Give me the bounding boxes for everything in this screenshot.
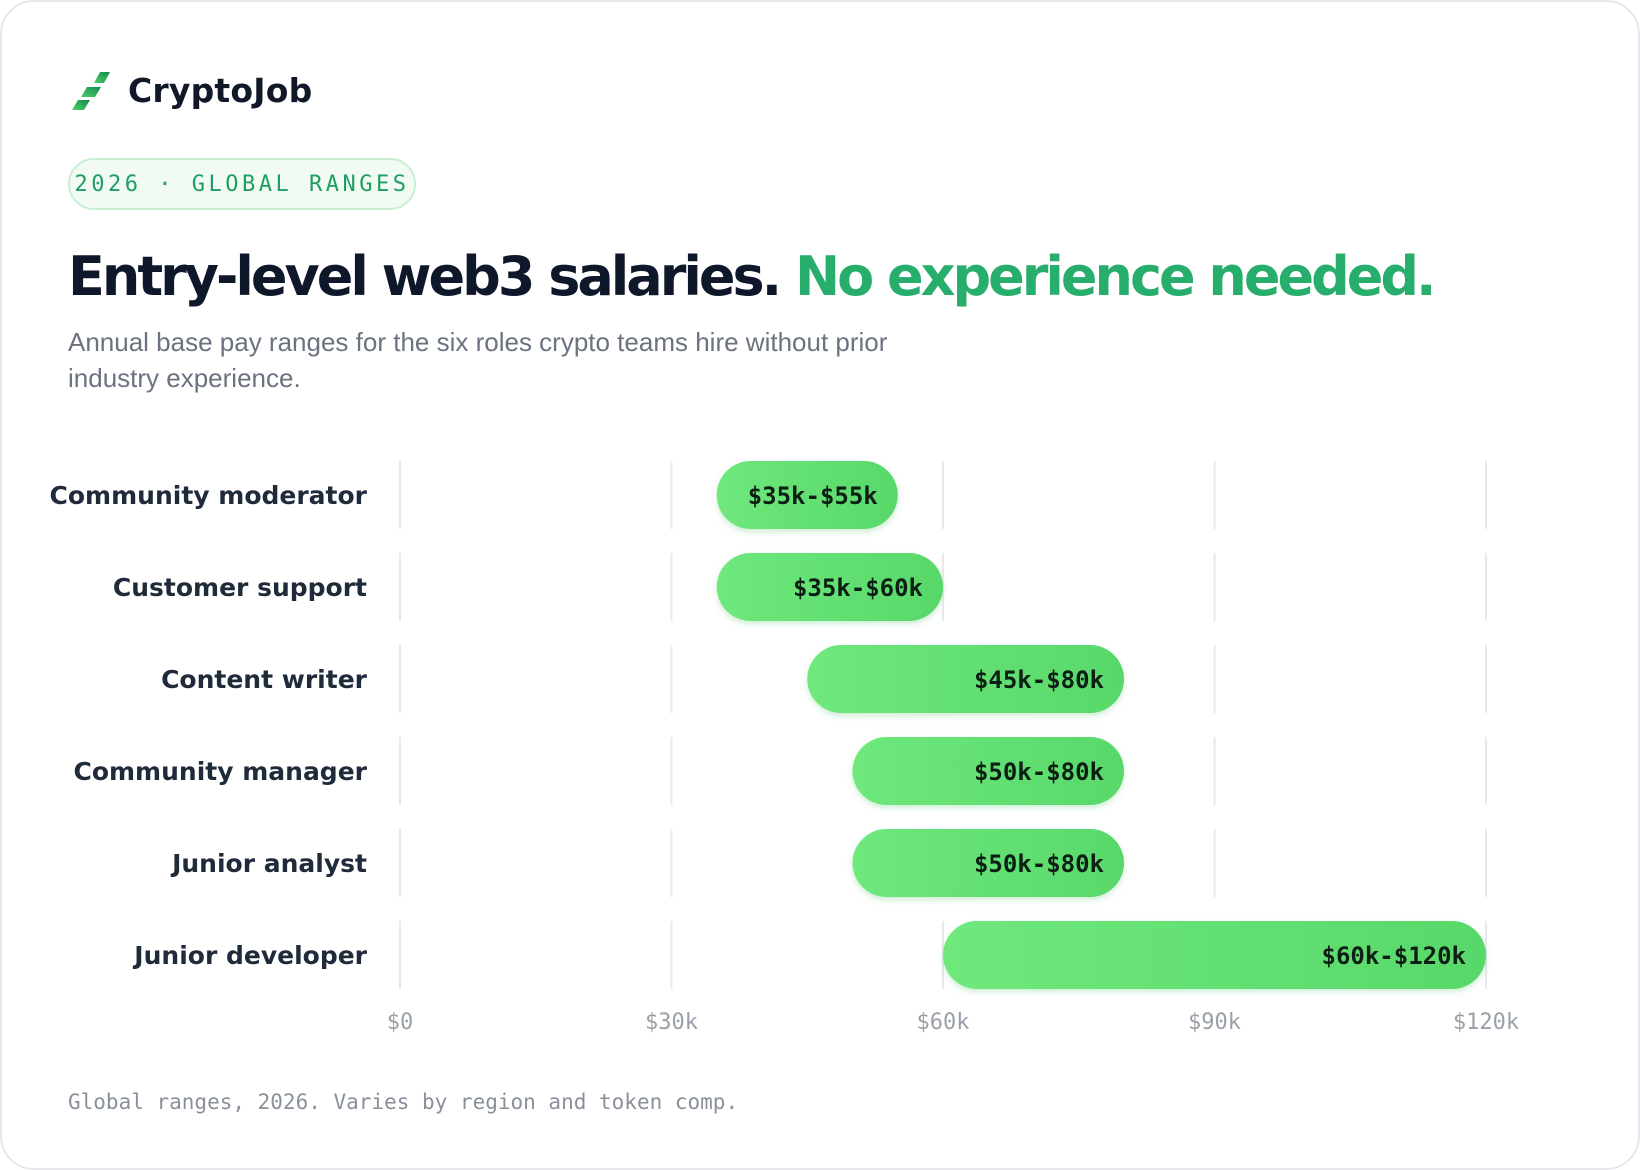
category-label: Community manager <box>73 757 367 786</box>
category-label: Community moderator <box>50 481 368 510</box>
cryptojob-logo-icon <box>72 72 110 110</box>
range-bar <box>716 553 943 621</box>
bar-value-label: $45k-$80k <box>974 666 1105 694</box>
brand-name: CryptoJob <box>128 70 313 110</box>
subtitle: Annual base pay ranges for the six roles… <box>68 327 888 393</box>
range-bar <box>716 461 898 529</box>
bar-value-label: $35k-$55k <box>748 482 879 510</box>
x-tick-label: $120k <box>1453 1010 1519 1035</box>
category-label: Junior developer <box>132 941 367 970</box>
x-tick-label: $60k <box>917 1010 970 1035</box>
salary-range-chart: $0 $30k $60k $90k $120k Community moderator $3… <box>50 461 1519 1035</box>
category-label: Content writer <box>161 665 368 694</box>
range-bar <box>807 645 1124 713</box>
bar-value-label: $50k-$80k <box>974 850 1105 878</box>
bar-value-label: $60k-$120k <box>1322 942 1467 970</box>
headline: Entry-level web3 salaries. No experience… <box>68 245 1437 308</box>
x-tick-label: $30k <box>645 1010 698 1035</box>
range-bar <box>852 737 1124 805</box>
range-bar <box>852 829 1124 897</box>
headline-main: Entry-level web3 salaries. <box>68 245 782 308</box>
x-tick-label: $0 <box>387 1010 414 1035</box>
category-label: Junior analyst <box>170 849 367 878</box>
brand: CryptoJob <box>68 70 312 110</box>
footnote: Global ranges, 2026. Varies by region an… <box>68 1090 739 1114</box>
headline-accent: No experience needed. <box>794 245 1437 308</box>
bar-value-label: $50k-$80k <box>974 758 1105 786</box>
year-tag: 2026 · GLOBAL RANGES <box>68 158 416 210</box>
x-tick-label: $90k <box>1188 1010 1241 1035</box>
category-label: Customer support <box>113 573 367 602</box>
range-bar <box>943 921 1486 989</box>
bar-value-label: $35k-$60k <box>793 574 924 602</box>
